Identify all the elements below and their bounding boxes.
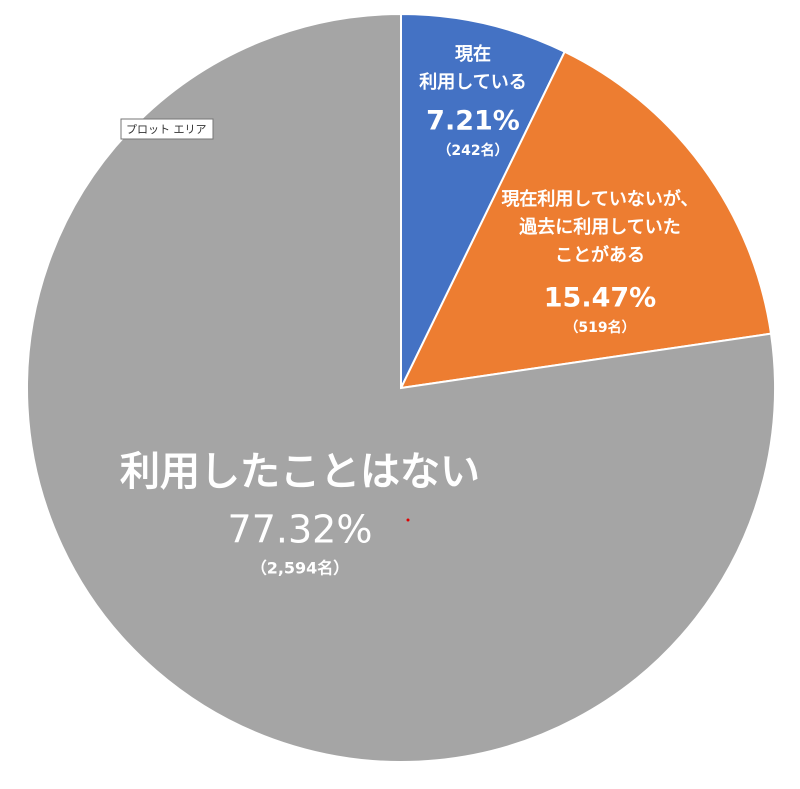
category-label: 現在利用している	[419, 43, 526, 93]
center-dot	[406, 518, 410, 522]
pie-slice	[399, 50, 773, 390]
tooltip-text: プロット エリア	[126, 123, 207, 136]
count-label: （2,594名）	[251, 559, 350, 578]
tooltip-box	[120, 118, 214, 140]
count-label: （519名）	[564, 319, 635, 336]
tooltip: プロット エリア	[120, 118, 214, 140]
pie-slice	[400, 12, 567, 389]
value-label: 15.47%	[544, 283, 656, 314]
count-label: （242名）	[437, 142, 508, 159]
value-label: 7.21%	[426, 106, 520, 137]
category-label: 利用したことはない	[120, 449, 480, 495]
pie-slice	[26, 12, 776, 763]
category-label: 現在利用していないが、過去に利用していたことがある	[501, 188, 698, 266]
value-label: 77.32%	[228, 508, 373, 552]
